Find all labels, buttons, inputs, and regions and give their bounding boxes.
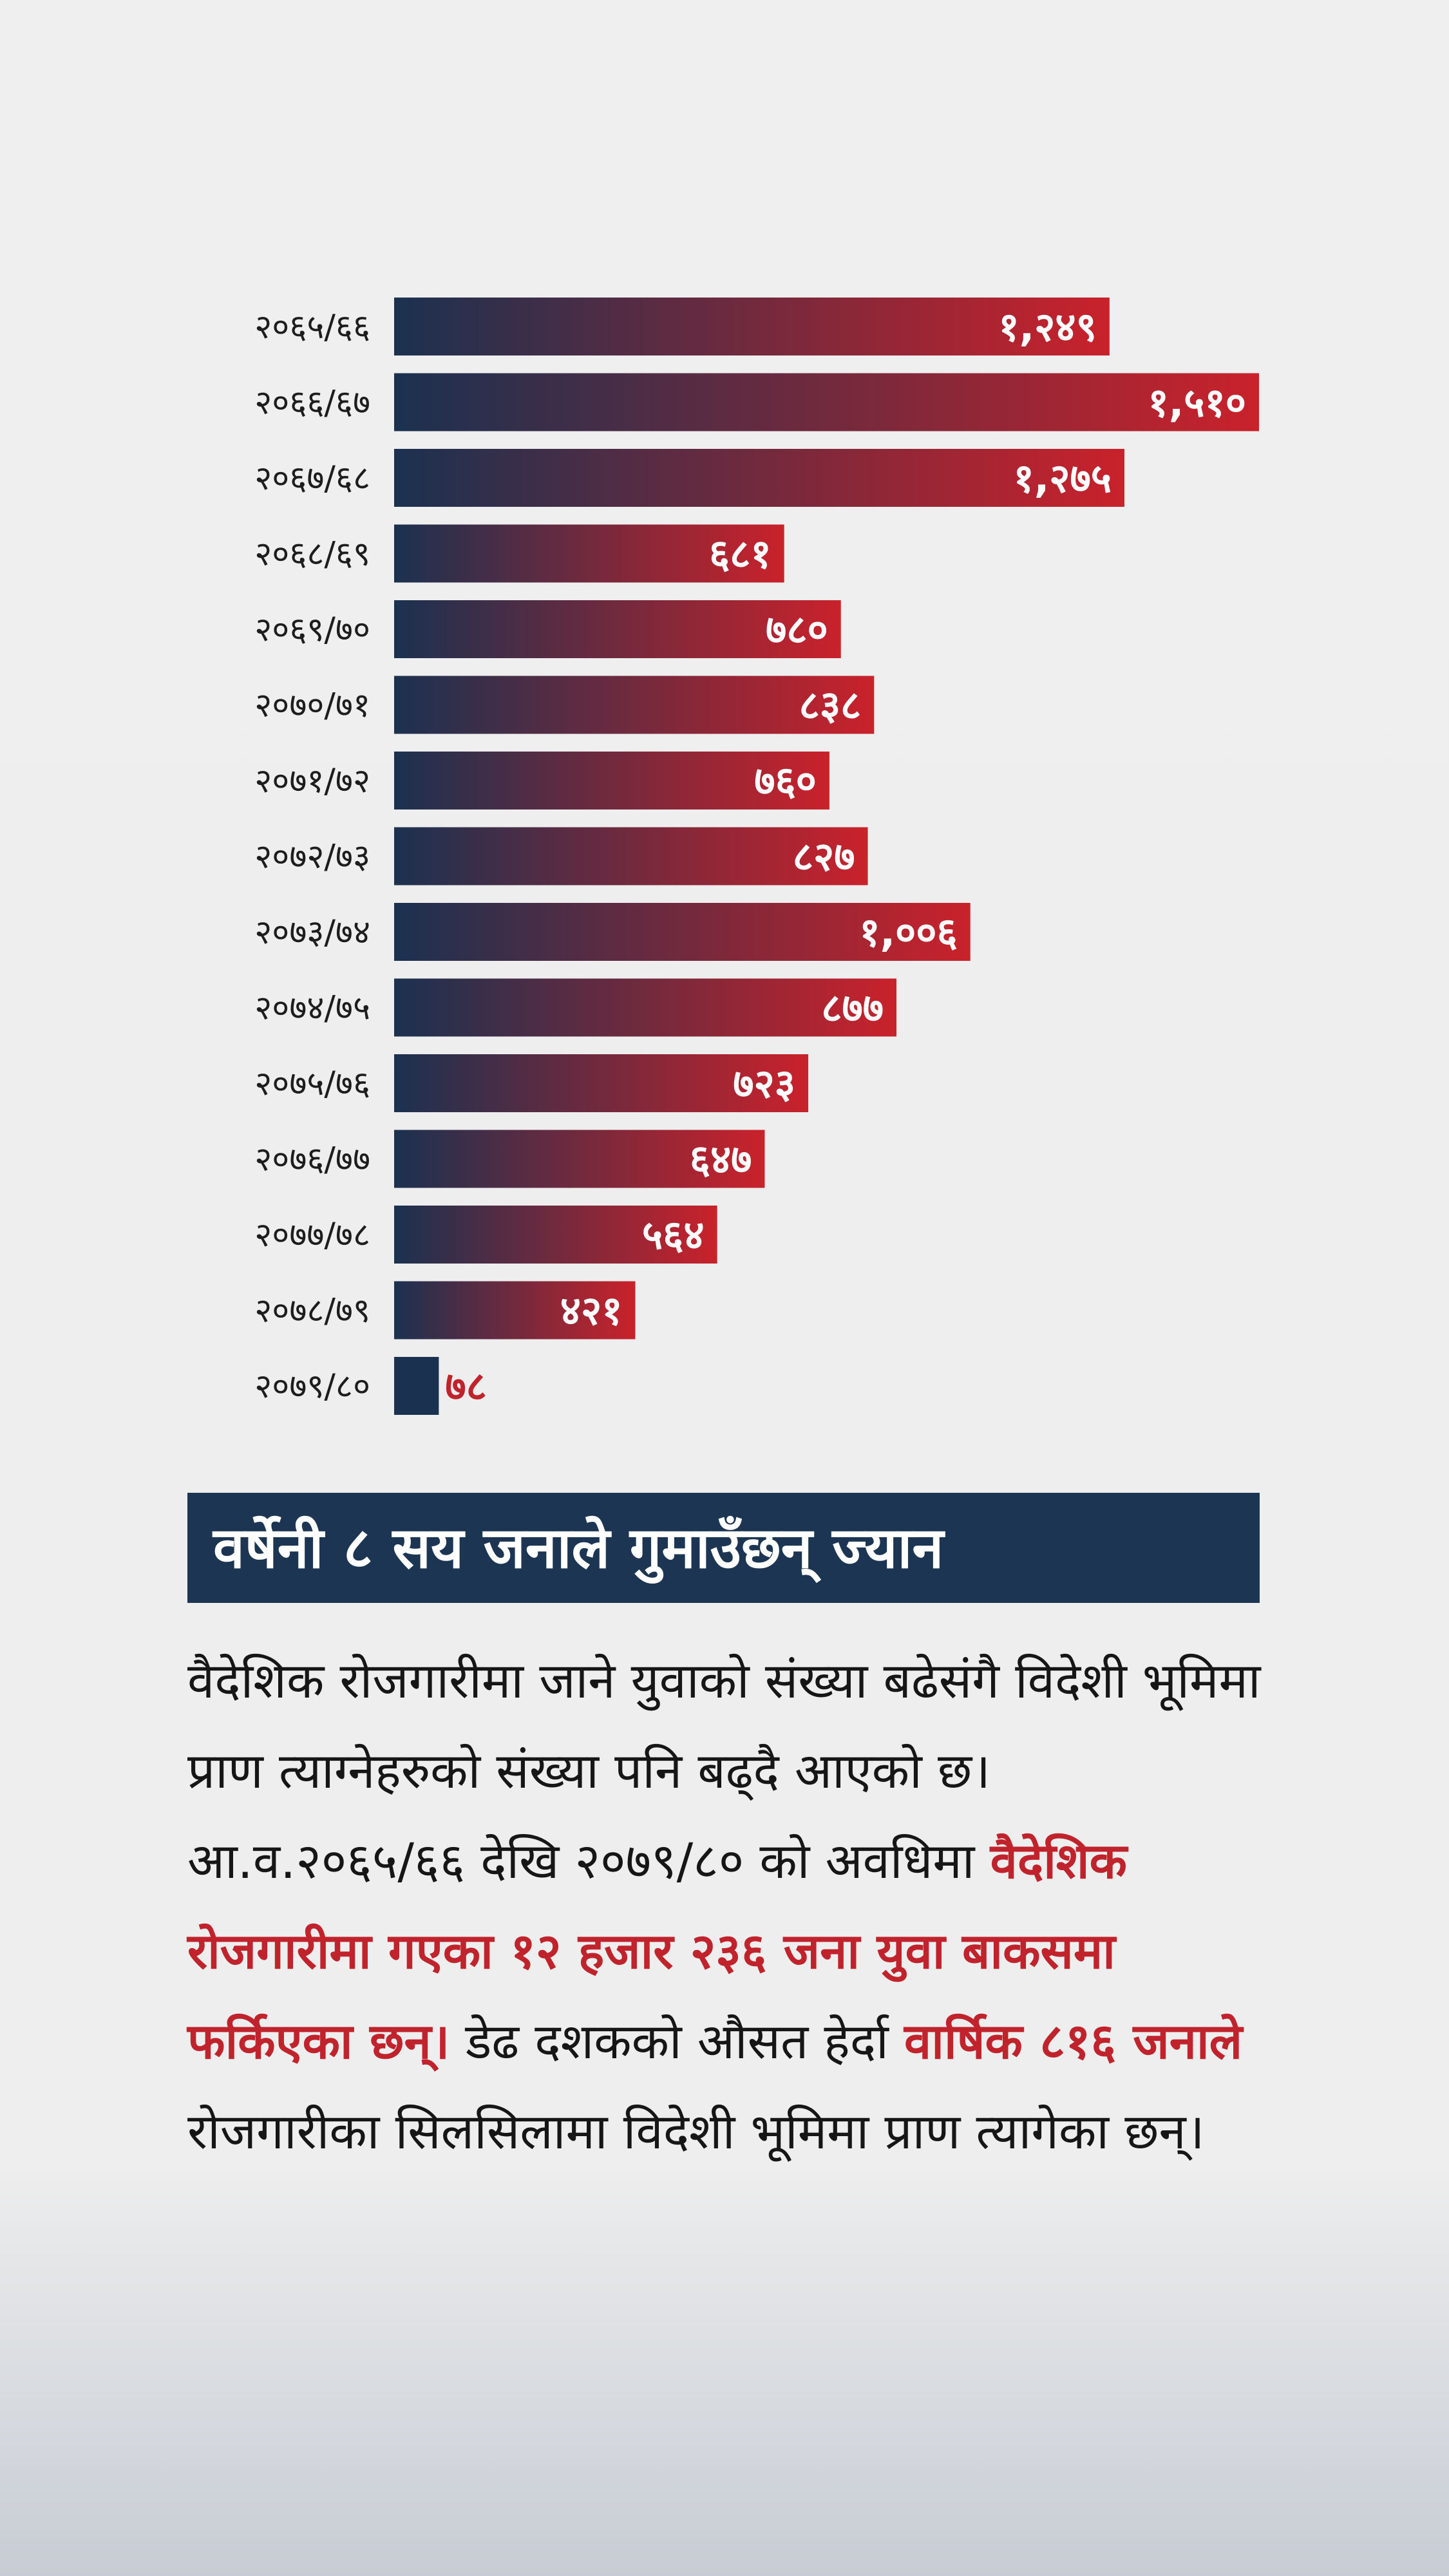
year-label: २०७३/७४: [254, 913, 370, 952]
value-label: १,५१०: [1148, 379, 1246, 426]
bar: [394, 1357, 439, 1415]
bar: [394, 600, 841, 658]
headline-banner: वर्षेनी ८ सय जनाले गुमाउँछन् ज्यान: [187, 1493, 1260, 1603]
value-label: ४२१: [560, 1287, 623, 1334]
year-label: २०६७/६८: [254, 459, 370, 498]
value-label: ७६०: [754, 757, 817, 804]
article-highlight-total: वैदेशिक रोजगारीमा गएका १२ हजार २३६ जना य…: [187, 1832, 1127, 2070]
year-label: २०७५/७६: [254, 1065, 370, 1103]
value-label: ८२७: [793, 833, 855, 880]
article-highlight-annual: वार्षिक ८१६ जनाले: [904, 2012, 1243, 2070]
bar: [394, 524, 784, 583]
year-label: २०७९/८०: [254, 1367, 370, 1406]
bar: [394, 903, 971, 961]
value-label: ८३८: [799, 682, 862, 729]
value-label: १,००६: [859, 909, 958, 956]
value-label: ६४७: [690, 1136, 752, 1183]
bar: [394, 1130, 765, 1188]
value-label: १,२४९: [998, 303, 1097, 350]
value-label: ७८: [445, 1363, 486, 1410]
article-paragraph: वैदेशिक रोजगारीमा जाने युवाको संख्या बढे…: [187, 1636, 1282, 2177]
year-label: २०७७/७८: [254, 1216, 370, 1255]
bar: [394, 827, 868, 886]
bar: [394, 978, 897, 1037]
bar: [394, 298, 1110, 355]
year-label: २०७४/७५: [254, 989, 370, 1028]
value-label: १,२७५: [1013, 455, 1112, 502]
year-label: २०७६/७७: [254, 1141, 370, 1179]
bar: [394, 449, 1124, 507]
year-label: २०७१/७२: [254, 762, 370, 800]
value-label: ८७७: [821, 985, 884, 1032]
article-text-1: वैदेशिक रोजगारीमा जाने युवाको संख्या बढे…: [187, 1652, 1261, 1889]
bar: [394, 676, 875, 734]
year-label: २०६८/६९: [254, 535, 370, 574]
year-label: २०६५/६६: [254, 308, 370, 346]
article-text-3: रोजगारीका सिलसिलामा विदेशी भूमिमा प्राण …: [187, 2103, 1205, 2160]
bar: [394, 752, 829, 810]
bar: [394, 1054, 809, 1112]
year-label: २०७८/७९: [254, 1292, 370, 1331]
headline-title: वर्षेनी ८ सय जनाले गुमाउँछन् ज्यान: [213, 1514, 944, 1581]
article-text-2: डेढ दशकको औसत हेर्दा: [450, 2012, 904, 2070]
year-label: २०७२/७३: [254, 838, 370, 876]
value-label: ७२३: [733, 1060, 795, 1107]
year-label: २०७०/७१: [254, 687, 370, 725]
bar-chart: २०६५/६६ १,२४९ २०६६/६७ १,५१० २०६७/६८ १,२७५ २०६८…: [254, 298, 1259, 1415]
bar: [394, 1281, 636, 1340]
value-label: ६८१: [709, 531, 772, 578]
bar: [394, 373, 1259, 431]
value-label: ७८०: [766, 606, 828, 653]
year-label: २०६६/६७: [254, 384, 370, 422]
year-label: २०६९/७०: [254, 611, 370, 649]
value-label: ५६४: [642, 1211, 705, 1258]
bar: [394, 1206, 717, 1264]
